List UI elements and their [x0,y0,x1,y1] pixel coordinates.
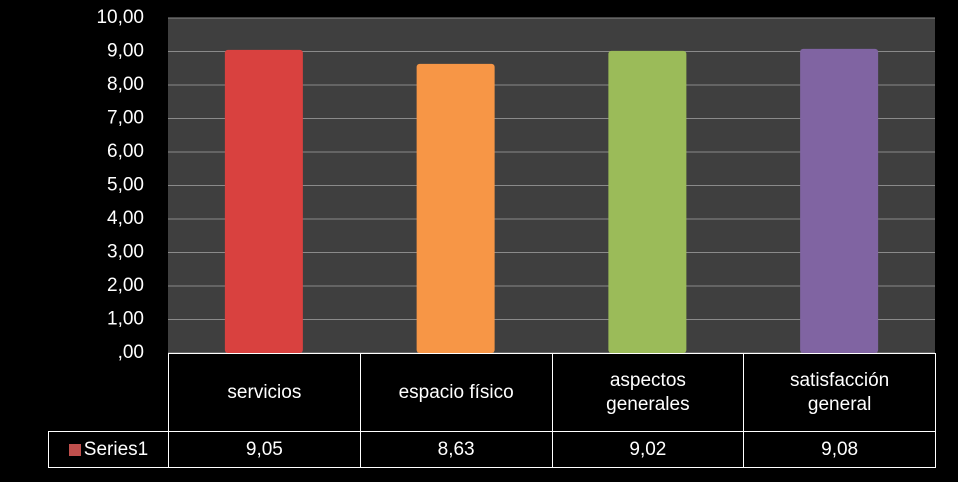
category-label-text: espacio físico [398,381,514,403]
bar [416,63,495,354]
value-label-text: 9,05 [245,438,283,460]
category-label-text: satisfacción general [789,369,890,415]
category-label-text: aspectos generales [606,369,690,415]
category-label: aspectos generales [551,353,745,432]
value-label: 9,08 [743,431,936,468]
bar [224,49,303,353]
y-tick-label: 4,00 [107,208,144,229]
y-tick-label: 1,00 [107,309,144,330]
y-tick-label: 10,00 [96,7,144,28]
bar [608,50,687,353]
value-label-text: 9,08 [821,438,859,460]
category-label: servicios [168,353,361,432]
y-tick-label: 5,00 [107,175,144,196]
value-label: 8,63 [359,431,553,468]
legend-label-text: Series1 [83,438,149,460]
value-label: 9,02 [551,431,745,468]
value-label-text: 9,02 [629,438,667,460]
y-tick-label: 6,00 [107,141,144,162]
value-label: 9,05 [168,431,361,468]
y-tick-label: 2,00 [107,275,144,296]
y-tick-label: 3,00 [107,242,144,263]
y-tick-label: 8,00 [107,74,144,95]
legend-key [68,443,81,456]
category-label: satisfacción general [743,353,936,432]
category-label: espacio físico [359,353,553,432]
y-tick-label: 7,00 [107,108,144,129]
bar [800,48,879,353]
category-label-text: servicios [227,381,302,403]
y-tick-label: 9,00 [107,41,144,62]
y-tick-label: ,00 [118,342,144,363]
legend-label: Series1 [48,431,169,468]
value-label-text: 8,63 [437,438,475,460]
